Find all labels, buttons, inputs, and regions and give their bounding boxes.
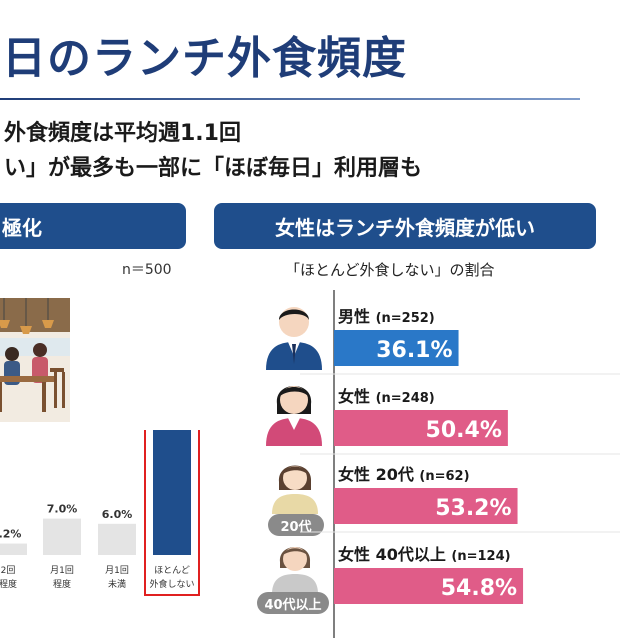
row-label: 女性 40代以上 (n=124) — [338, 545, 511, 564]
row-label: 女性 20代 (n=62) — [338, 465, 470, 484]
bar-value-label: .2% — [0, 528, 21, 541]
male-icon — [266, 307, 322, 370]
category-label: 外食しない — [149, 578, 194, 590]
bar-2 — [98, 523, 136, 555]
subtitle-line-2: い」が最多も一部に「ほぼ毎日」利用層も — [4, 156, 423, 181]
category-label: 程度 — [0, 578, 17, 590]
bar-1 — [334, 410, 508, 446]
bar-value-label: 6.0% — [102, 508, 133, 521]
category-label: 未満 — [108, 578, 126, 590]
bar-value-label: 54.8% — [441, 576, 517, 601]
title-divider — [0, 98, 580, 100]
sample-size-label: n＝500 — [122, 262, 172, 278]
age-badge-20s: 20代 — [268, 514, 324, 536]
category-label: 月1回 — [105, 565, 129, 576]
page-title: 日のランチ外食頻度 — [2, 33, 407, 84]
bar-value-label: 36.1% — [376, 338, 452, 363]
row-label: 男性 (n=252) — [338, 307, 435, 326]
bar-0 — [334, 330, 459, 366]
row-label: 女性 (n=248) — [338, 387, 435, 406]
bar-value-label: 50.4% — [426, 418, 502, 443]
subtitle-line-1: 外食頻度は平均週1.1回 — [4, 121, 241, 146]
older-woman-icon — [272, 547, 318, 594]
female-icon — [266, 386, 322, 446]
bar-3 — [153, 430, 191, 555]
bar-value-label: 53.2% — [435, 496, 511, 521]
category-label: 2回 — [1, 565, 16, 576]
right-chart-subtitle: 「ほとんど外食しない」の割合 — [285, 261, 495, 279]
restaurant-illustration — [0, 298, 70, 422]
bar-0 — [0, 543, 27, 555]
bar-2 — [334, 488, 518, 524]
highlight-box — [144, 430, 200, 597]
bar-1 — [43, 518, 81, 555]
category-label: 程度 — [53, 578, 71, 590]
right-panel-banner: 女性はランチ外食頻度が低い — [214, 203, 596, 249]
bar-3 — [334, 568, 524, 604]
category-label: ほとんど — [154, 565, 190, 576]
category-label: 月1回 — [50, 565, 74, 576]
left-panel-banner: 極化 — [0, 203, 186, 249]
female-no-eatout-chart: 男性 (n=252) 36.1% 女性 (n=248) 50.4% 女性 20代 (n=… — [300, 290, 620, 638]
young-woman-icon — [272, 465, 318, 514]
age-badge-40s-plus: 40代以上 — [257, 592, 329, 614]
bar-value-label: 7.0% — [47, 503, 78, 516]
